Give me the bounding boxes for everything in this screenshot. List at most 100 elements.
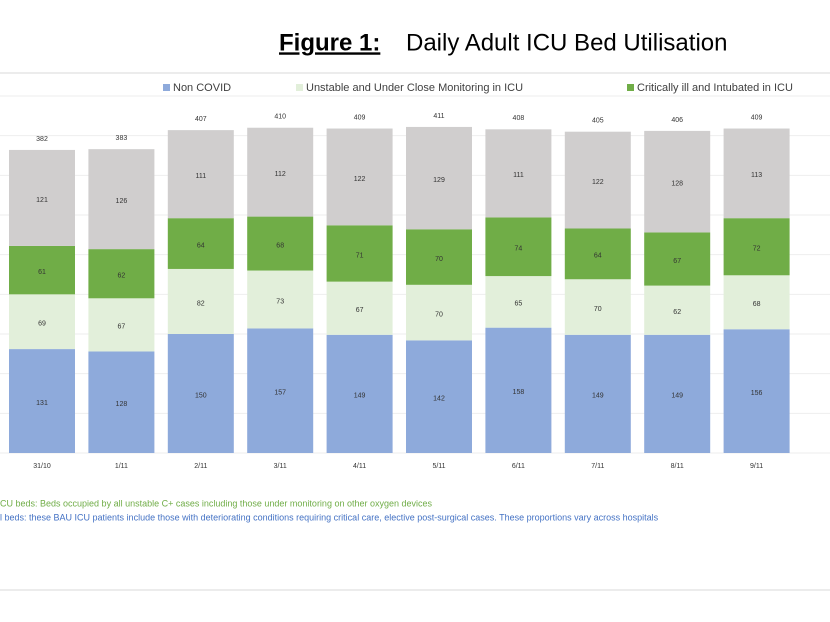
bar-segment [326,225,393,282]
total-label: 411 [433,113,444,120]
bar-segment [9,294,75,350]
bar-segment [167,268,234,334]
value-label: 129 [433,177,445,184]
bar-segment [326,334,393,453]
total-label: 405 [592,118,604,125]
bar-segment [88,298,155,352]
value-label: 128 [116,401,128,408]
bar-segment [88,149,155,250]
bar-segment [247,127,314,217]
footnote: l beds: these BAU ICU patients include t… [0,512,659,522]
value-label: 128 [671,181,683,188]
bar-segment [247,270,314,329]
bar-segment [485,217,552,277]
bar-segment [9,149,75,246]
bar-segment [247,216,314,271]
value-label: 157 [274,390,286,397]
x-tick-label: 8/11 [671,463,684,470]
bar-segment [644,285,711,335]
value-label: 73 [276,298,284,305]
bar-segment [723,275,790,330]
bar-segment [9,245,75,295]
legend-label: Non COVID [173,82,231,94]
x-tick-label: 3/11 [274,463,287,470]
total-label: 406 [671,117,683,124]
bar-segment [247,328,314,453]
bar-segment [564,334,631,453]
bar-segment [167,334,234,453]
bar-segment [723,329,790,453]
value-label: 61 [38,269,46,276]
x-tick-label: 2/11 [194,463,207,470]
value-label: 112 [275,171,286,178]
value-label: 82 [197,300,205,307]
legend-label: Critically ill and Intubated in ICU [637,82,793,94]
value-label: 67 [118,324,126,331]
value-label: 62 [673,309,681,316]
value-label: 70 [594,306,602,313]
legend-swatch [296,84,303,91]
total-label: 408 [513,115,525,122]
value-label: 122 [592,179,604,186]
bar-segment [485,327,552,453]
x-tick-label: 9/11 [750,463,763,470]
footnote: CU beds: Beds occupied by all unstable C… [0,498,433,508]
value-label: 156 [751,390,763,397]
total-label: 409 [751,114,763,121]
value-label: 72 [753,246,761,253]
x-tick-label: 7/11 [591,463,604,470]
legend-label: Unstable and Under Close Monitoring in I… [306,82,523,94]
value-label: 68 [753,301,761,308]
bar-segment [564,228,631,280]
bar-segment [9,349,75,453]
value-label: 149 [354,393,366,400]
bar-segment [167,130,234,219]
value-label: 70 [435,256,443,263]
value-label: 158 [513,389,525,396]
bar-segment [406,284,472,341]
total-label: 410 [274,114,286,121]
bar-segment [326,281,393,335]
x-tick-label: 5/11 [432,463,445,470]
value-label: 149 [671,393,683,400]
bar-segment [723,128,790,219]
x-tick-label: 6/11 [512,463,525,470]
value-label: 111 [513,172,524,179]
bar-segment [326,128,393,226]
value-label: 149 [592,393,604,400]
legend-swatch [627,84,634,91]
bar-segment [644,334,711,453]
bar-segment [485,276,552,328]
total-label: 409 [354,114,366,121]
value-label: 150 [195,392,207,399]
bar-segment [88,249,155,299]
bar-segment [564,131,631,229]
value-label: 64 [197,242,205,249]
value-label: 142 [433,396,445,403]
x-tick-label: 1/11 [115,463,128,470]
value-label: 62 [118,273,126,280]
bar-segment [406,229,472,285]
value-label: 67 [356,307,364,314]
value-label: 64 [594,253,602,260]
value-label: 74 [515,246,523,253]
chart-title: Daily Adult ICU Bed Utilisation [406,29,727,56]
value-label: 68 [276,242,284,249]
value-label: 113 [751,172,762,179]
value-label: 67 [673,258,681,265]
total-label: 383 [116,135,128,142]
value-label: 111 [195,173,206,180]
bar-segment [406,340,472,453]
value-label: 122 [354,176,366,183]
bar-segment [644,232,711,286]
total-label: 407 [195,116,207,123]
x-tick-label: 4/11 [353,463,366,470]
bar-segment [564,279,631,335]
value-label: 71 [356,252,364,259]
value-label: 70 [435,311,443,318]
value-label: 131 [36,400,48,407]
bar-segment [485,129,552,218]
legend-swatch [163,84,170,91]
bar-segment [644,130,711,233]
